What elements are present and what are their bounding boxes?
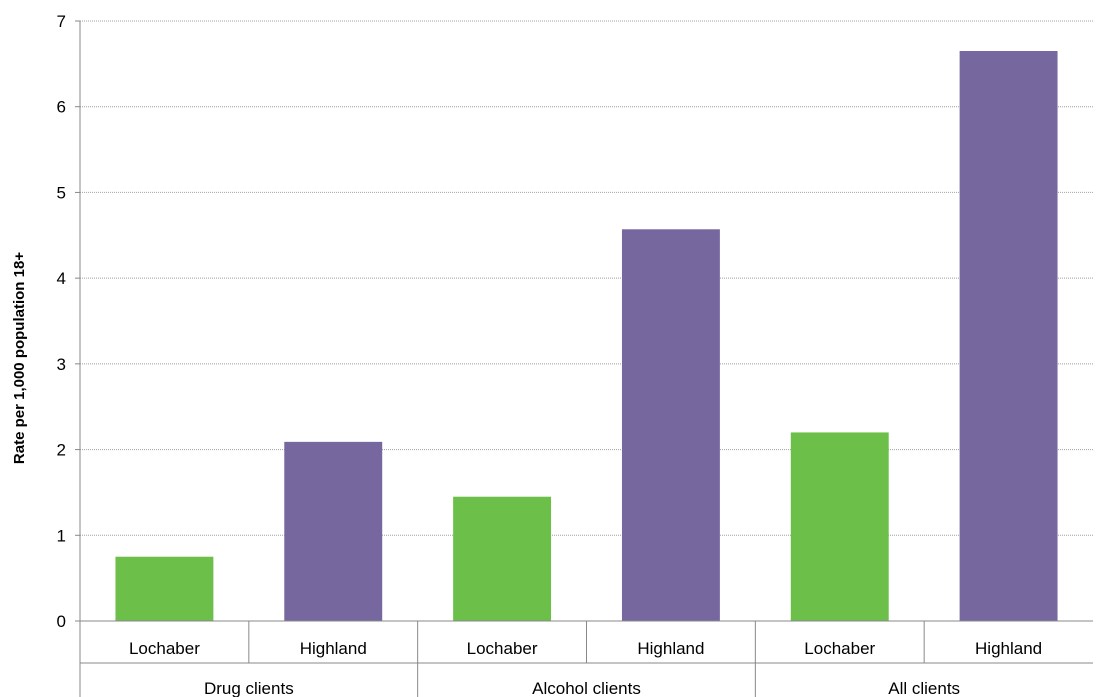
y-tick-label: 3 [57,355,66,374]
y-tick-label: 0 [57,612,66,631]
y-tick-label: 4 [57,269,66,288]
x-category-label: Highland [300,639,367,658]
x-category-label: Lochaber [804,639,875,658]
x-category-label: Lochaber [129,639,200,658]
axes [79,21,1093,697]
bars [115,51,1058,622]
y-tick-labels: 0 1 2 3 4 5 6 7 [57,12,80,631]
y-tick-label: 1 [57,526,66,545]
y-axis-label: Rate per 1,000 population 18+ [11,252,28,464]
x-category-labels: Lochaber Highland Drug clients Lochaber High… [80,621,1093,697]
y-tick-label: 2 [57,441,66,460]
bar-drug-clients-lochaber [115,556,214,621]
x-group-label: All clients [888,679,960,697]
bar-all-clients-lochaber [790,432,889,621]
y-tick-label: 6 [57,98,66,117]
gridlines [80,20,1093,536]
y-tick-label: 7 [57,12,66,31]
x-category-label: Highland [637,639,704,658]
bar-all-clients-highland [959,51,1058,621]
x-category-label: Highland [975,639,1042,658]
x-category-label: Lochaber [467,639,538,658]
y-tick-label: 5 [57,183,66,202]
x-group-label: Drug clients [204,679,294,697]
bar-alcohol-clients-highland [621,229,720,622]
x-group-label: Alcohol clients [532,679,641,697]
bar-alcohol-clients-lochaber [453,496,552,621]
bar-drug-clients-highland [284,441,383,621]
